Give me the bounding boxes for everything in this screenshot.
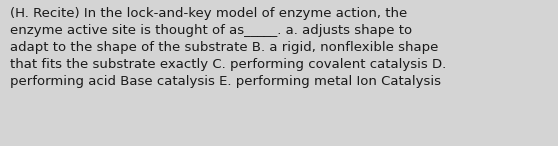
Text: (H. Recite) In the lock-and-key model of enzyme action, the
enzyme active site i: (H. Recite) In the lock-and-key model of… bbox=[10, 7, 446, 87]
